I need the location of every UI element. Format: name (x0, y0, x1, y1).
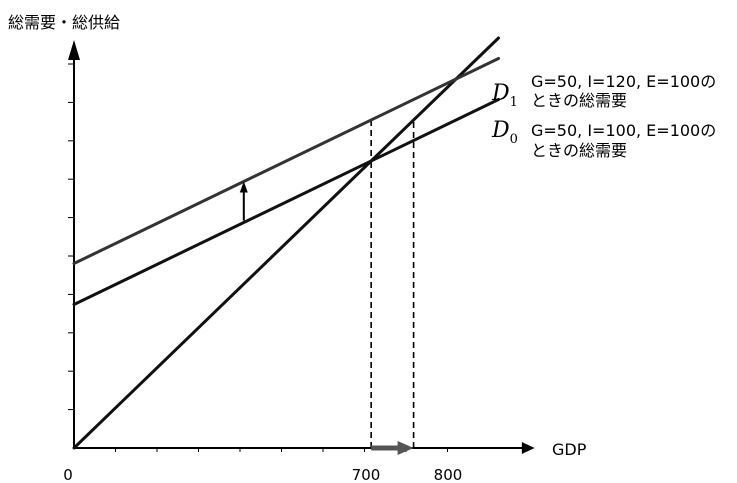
d1-label-subscript: 1 (510, 95, 518, 110)
axes (68, 40, 535, 454)
x-axis-arrowhead (521, 442, 535, 454)
x-tick-label-700: 700 (352, 466, 381, 483)
line-d0 (72, 98, 500, 306)
svg-text:D1: D1 (491, 81, 518, 110)
y-axis-label: 総需要・総供給 (8, 13, 120, 32)
d0-label-subscript: 0 (510, 132, 518, 147)
d0-note-line2: ときの総需要 (531, 141, 627, 160)
d1-label-letter: D (491, 81, 510, 106)
d1-note-line2: ときの総需要 (531, 91, 627, 110)
demand-shift-arrowhead (239, 181, 248, 193)
svg-text:D0: D0 (491, 118, 518, 147)
line-supply (72, 36, 500, 450)
equilibrium-guides (370, 120, 415, 448)
d0-note-line1: G=50, I=100, E=100の (531, 121, 716, 140)
gdp-shift-arrowhead (397, 441, 414, 455)
d0-label: D0 (491, 118, 518, 147)
d1-note-line1: G=50, I=120, E=100の (531, 72, 716, 91)
y-axis-arrowhead (68, 40, 80, 60)
x-axis-label: GDP (552, 440, 587, 459)
x-tick-label-0: 0 (63, 466, 73, 483)
d1-label: D1 (491, 81, 518, 110)
x-tick-label-800: 800 (434, 466, 463, 483)
axis-ticks (68, 63, 448, 452)
d0-label-letter: D (491, 118, 510, 143)
shift-arrows (239, 181, 414, 455)
series-lines (72, 36, 500, 450)
line-d1 (72, 57, 500, 265)
